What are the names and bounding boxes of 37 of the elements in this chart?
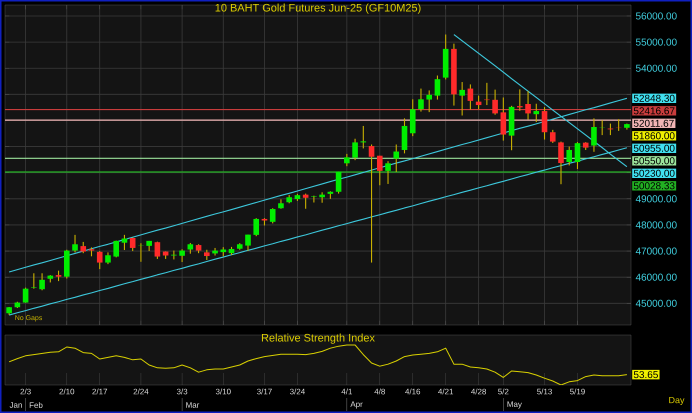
y-tick-label: 49000.00 <box>636 195 677 202</box>
ref-line-label: 52011.67 <box>634 120 674 127</box>
candlestick <box>426 90 432 113</box>
ref-line-label: 50550.00 <box>634 157 675 164</box>
data-label: 50955.00 <box>634 144 675 152</box>
candlestick <box>484 82 490 106</box>
y-tick-label: 47000.00 <box>636 248 677 255</box>
candlestick <box>599 120 605 136</box>
y-tick-label: 46000.00 <box>636 274 677 281</box>
candlestick <box>360 125 366 149</box>
candlestick <box>608 123 614 136</box>
candlestick <box>319 192 325 204</box>
text: Day <box>669 396 684 406</box>
candlestick <box>138 242 144 262</box>
y-tick-label: 45000.00 <box>636 300 677 307</box>
chart-title: Relative Strength Index <box>262 334 375 344</box>
y-tick-label: 54000.00 <box>636 64 677 72</box>
ref-line-label: 52416.67 <box>634 107 674 114</box>
candlestick <box>31 272 37 290</box>
ref-line-label: 50028.33 <box>634 182 675 190</box>
text: 53.65 <box>634 371 658 378</box>
candlestick <box>459 82 465 116</box>
candlestick <box>220 246 226 257</box>
candlestick <box>533 103 540 123</box>
y-tick-label: 48000.00 <box>636 221 677 228</box>
text: 51860.00 <box>634 132 675 140</box>
y-tick-label: 56000.00 <box>636 12 677 20</box>
candlestick <box>476 95 482 110</box>
candlestick <box>56 270 62 282</box>
candlestick <box>368 144 374 264</box>
y-tick-label: 55000.00 <box>636 38 677 46</box>
candlestick <box>122 234 128 251</box>
data-label: 52848.30 <box>634 94 675 102</box>
candlestick <box>302 193 308 210</box>
data-label: 50230.00 <box>634 170 675 177</box>
candlestick <box>517 88 523 112</box>
chart-title: 10 BAHT Gold Futures Jun-25 (GF10M25) <box>216 4 421 14</box>
